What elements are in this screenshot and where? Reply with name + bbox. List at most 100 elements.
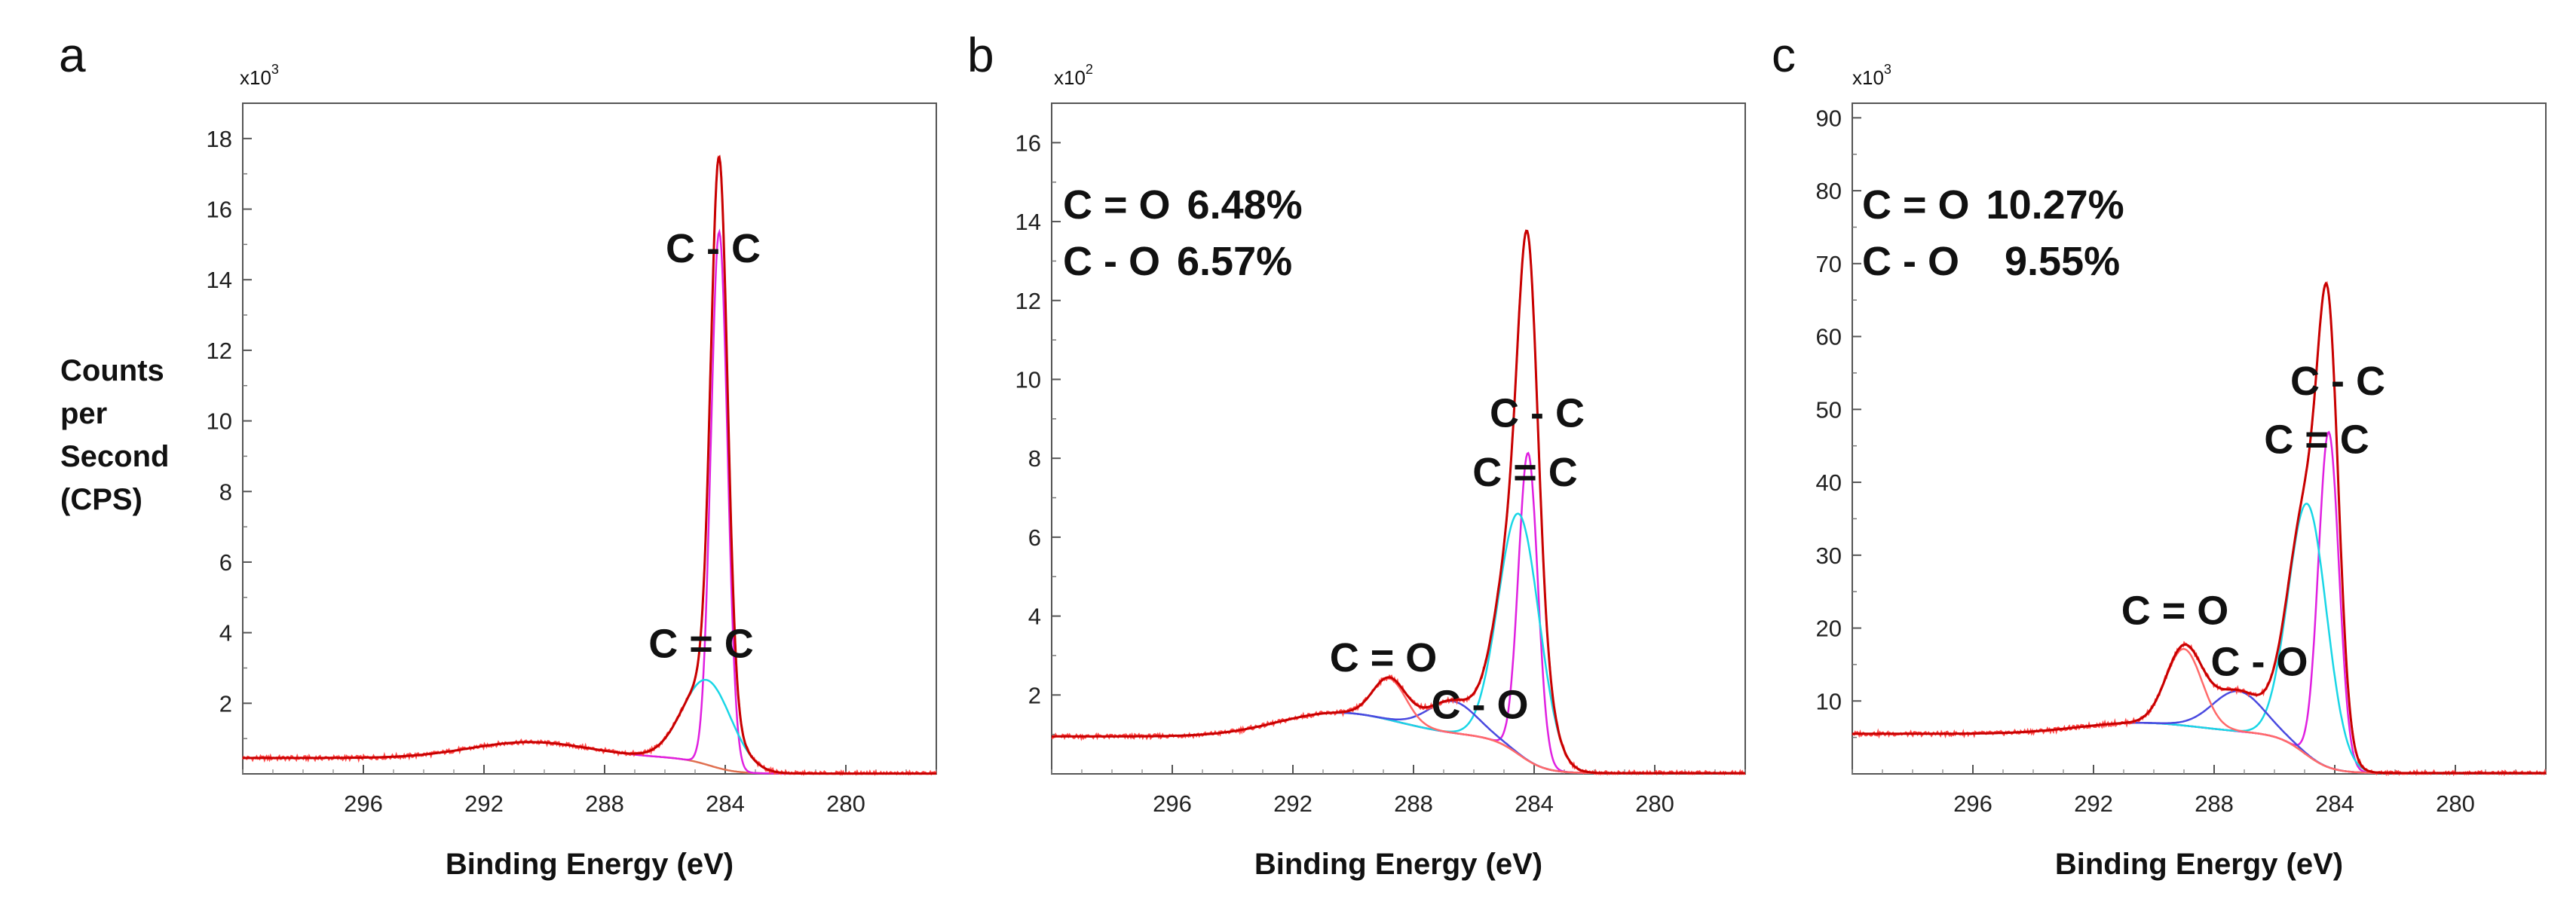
y-tick-label: 10 <box>1015 366 1041 393</box>
percent-annotation: C - O 6.57% <box>1063 239 1292 284</box>
y-tick-label: 8 <box>219 478 232 505</box>
panel-letter-c: c <box>1772 28 1796 82</box>
panel-c-annotations: C - C C = C C = O C - O C = O 10.27% C - O 9.55… <box>1862 182 2385 684</box>
x-tick-label: 280 <box>2436 790 2475 817</box>
panel-letter-a: a <box>59 28 86 82</box>
x-tick-label: 296 <box>1153 790 1192 817</box>
peak-label: C - C <box>2290 359 2385 404</box>
panel-c-axes: 10 20 30 40 50 60 70 80 90 296 292 288 284 280 <box>1816 105 2547 817</box>
y-axis-title: Counts per Second (CPS) <box>60 354 169 516</box>
y-tick-label: 70 <box>1816 251 1842 277</box>
x-tick-label: 296 <box>344 790 383 817</box>
x-tick-label: 292 <box>2074 790 2113 817</box>
panel-b-curves <box>1051 229 1745 776</box>
component-curve <box>243 678 936 775</box>
component-curve <box>243 228 936 775</box>
panel-a-plot-frame <box>242 102 937 775</box>
component-curve <box>1052 677 1745 775</box>
percent-annotation: C - O 9.55% <box>1862 239 2120 284</box>
x-tick-label: 284 <box>706 790 745 817</box>
panel-a-annotations: C - C C = C <box>648 226 761 667</box>
percent-annotation-name: C - O <box>1063 239 1160 284</box>
component-curve <box>1052 451 1745 775</box>
percent-annotation-value: 6.57% <box>1177 239 1292 284</box>
raw-spectrum-line <box>1051 230 1745 776</box>
panel-a-scale-label: x103 <box>240 62 279 89</box>
envelope-fit-line <box>243 154 936 775</box>
y-tick-label: 4 <box>1028 604 1041 630</box>
panel-b: b x102 2 4 6 8 10 12 14 16 296 292 288 284 280 C - C… <box>967 28 1746 881</box>
x-tick-label: 288 <box>585 790 624 817</box>
x-tick-label: 292 <box>464 790 504 817</box>
y-tick-label: 16 <box>1015 130 1041 156</box>
y-tick-label: 80 <box>1816 178 1842 204</box>
y-axis-title-line: per <box>60 397 107 430</box>
panel-a: a x103 Counts per Second (CPS) 2 4 6 8 10 12 1… <box>59 28 937 881</box>
y-tick-label: 4 <box>219 620 232 647</box>
panel-a-x-axis-title: Binding Energy (eV) <box>446 848 734 881</box>
y-tick-label: 10 <box>207 408 232 435</box>
x-tick-label: 296 <box>1953 790 1992 817</box>
y-tick-label: 10 <box>1816 688 1842 714</box>
percent-annotation-name: C - O <box>1862 239 1959 284</box>
peak-label: C = C <box>1472 450 1578 495</box>
panel-b-x-axis-title: Binding Energy (eV) <box>1254 848 1542 881</box>
component-curve <box>1852 648 2546 775</box>
y-tick-label: 14 <box>1015 209 1041 235</box>
x-tick-label: 284 <box>1515 790 1554 817</box>
percent-annotation-value: 9.55% <box>2005 239 2120 284</box>
y-tick-label: 18 <box>207 126 232 152</box>
y-axis-title-line: (CPS) <box>60 483 142 516</box>
y-axis-title-line: Second <box>60 440 169 473</box>
background-curve <box>1852 722 2546 775</box>
y-tick-label: 60 <box>1816 324 1842 350</box>
y-tick-label: 50 <box>1816 396 1842 423</box>
y-tick-label: 20 <box>1816 616 1842 642</box>
y-tick-label: 2 <box>1028 682 1041 708</box>
percent-annotation: C = O 6.48% <box>1063 182 1303 228</box>
peak-label: C = C <box>648 621 754 666</box>
panel-c-scale-label: x103 <box>1852 62 1891 89</box>
y-tick-label: 2 <box>219 690 232 717</box>
x-tick-label: 280 <box>826 790 865 817</box>
percent-annotation-value: 10.27% <box>1986 182 2124 228</box>
percent-annotation-value: 6.48% <box>1187 182 1303 228</box>
peak-label: C - C <box>1490 390 1585 436</box>
y-tick-label: 6 <box>1028 524 1041 551</box>
panel-a-curves <box>241 154 937 776</box>
x-tick-label: 292 <box>1273 790 1313 817</box>
panel-b-scale-label: x102 <box>1054 62 1093 89</box>
y-tick-label: 12 <box>207 338 232 364</box>
panel-b-plot-frame <box>1051 102 1746 775</box>
peak-label: C - C <box>666 226 761 271</box>
envelope-fit-line <box>1852 281 2546 775</box>
panel-b-annotations: C - CC = CC = OC - OC = O 6.48%C - O 6.57% <box>1063 182 1585 728</box>
y-tick-label: 30 <box>1816 543 1842 569</box>
y-tick-label: 8 <box>1028 445 1041 472</box>
panel-b-axes: 2 4 6 8 10 12 14 16 296 292 288 284 280 <box>1015 130 1746 817</box>
peak-label: C = O <box>2121 589 2229 634</box>
x-tick-label: 288 <box>2195 790 2234 817</box>
panel-letter-b: b <box>967 28 994 82</box>
y-tick-label: 14 <box>207 267 232 293</box>
peak-label: C = O <box>1330 635 1438 680</box>
envelope-fit-line <box>1052 229 1745 775</box>
y-tick-label: 40 <box>1816 469 1842 496</box>
panel-c: c x103 10 20 30 40 50 60 70 80 90 296 292 288 284 280… <box>1772 28 2547 881</box>
peak-label: C = C <box>2264 417 2369 462</box>
peak-label: C - O <box>1432 683 1529 728</box>
y-axis-title-line: Counts <box>60 354 164 387</box>
raw-spectrum-line <box>1852 280 2547 777</box>
peak-label: C - O <box>2211 639 2308 684</box>
y-tick-label: 12 <box>1015 288 1041 314</box>
raw-spectrum-line <box>241 154 937 776</box>
percent-annotation: C = O 10.27% <box>1862 182 2124 228</box>
panel-c-curves <box>1852 280 2547 777</box>
panel-c-x-axis-title: Binding Energy (eV) <box>2055 848 2343 881</box>
percent-annotation-name: C = O <box>1063 182 1171 228</box>
panel-c-plot-frame <box>1852 102 2547 775</box>
x-tick-label: 288 <box>1394 790 1433 817</box>
x-tick-label: 280 <box>1635 790 1674 817</box>
y-tick-label: 6 <box>219 549 232 576</box>
